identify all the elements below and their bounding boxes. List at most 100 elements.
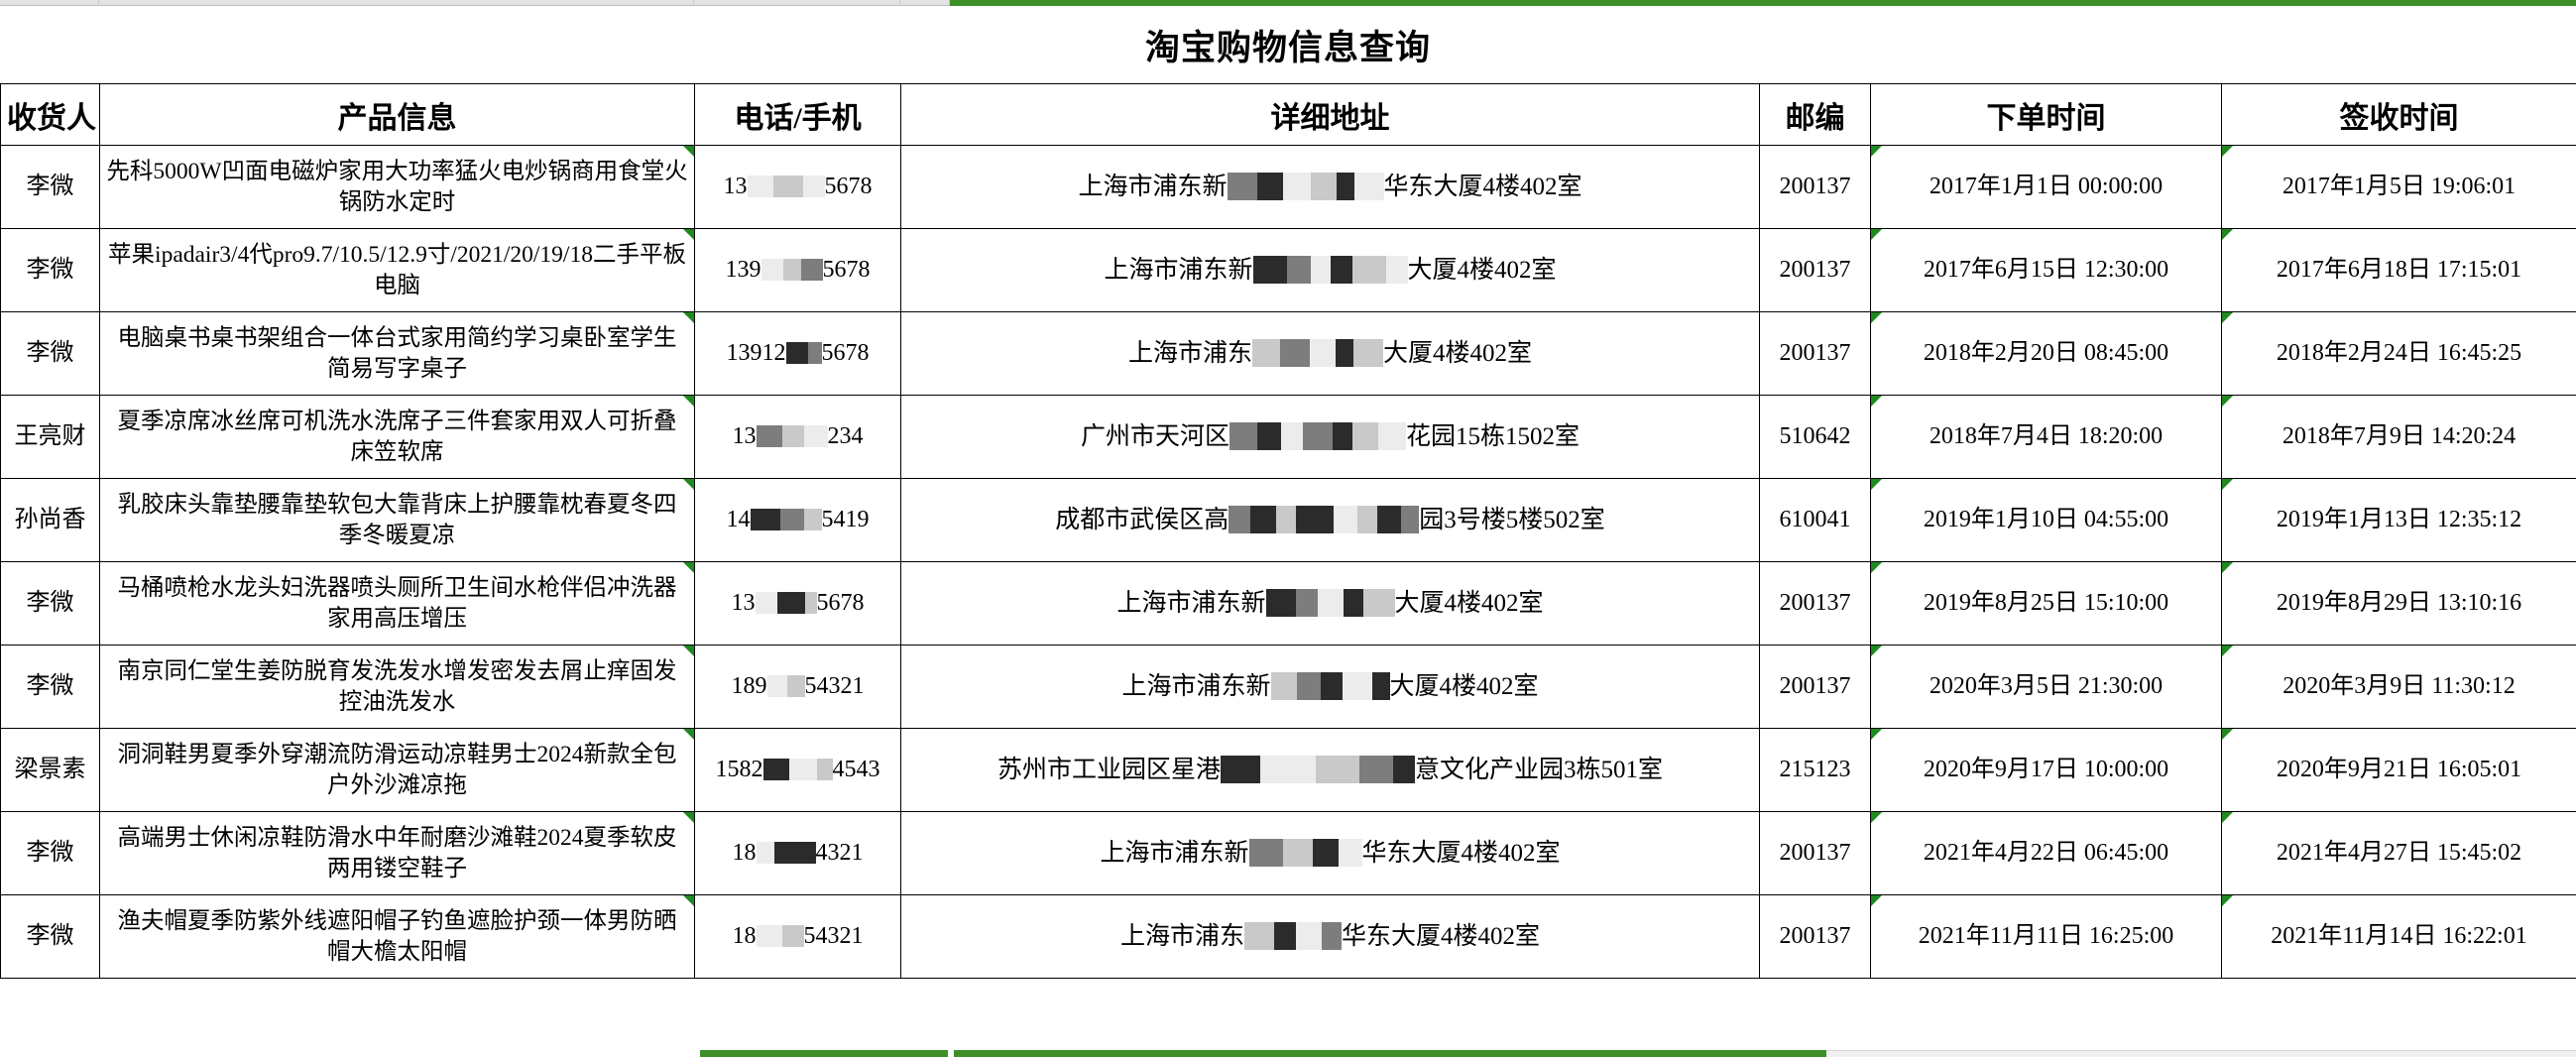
cell-sign-time[interactable]: 2021年4月27日 15:45:02	[2221, 811, 2576, 895]
cell-recipient[interactable]: 李微	[0, 811, 100, 895]
cell-recipient[interactable]: 梁景素	[0, 728, 100, 812]
cell-order-time[interactable]: 2020年3月5日 21:30:00	[1870, 645, 2222, 729]
cell-zip[interactable]: 215123	[1759, 728, 1871, 812]
table-row[interactable]: 李微 马桶喷枪水龙头妇洗器喷头厕所卫生间水枪伴侣冲洗器家用高压增压 13 5678 上海…	[0, 561, 2576, 646]
cell-phone[interactable]: 139 5678	[694, 228, 901, 312]
redacted-block	[1248, 838, 1283, 867]
table-row[interactable]: 梁景素 洞洞鞋男夏季外穿潮流防滑运动凉鞋男士2024新款全包户外沙滩凉拖 1582 4…	[0, 728, 2576, 812]
redacted-block	[1333, 421, 1352, 450]
cell-product-info[interactable]: 马桶喷枪水龙头妇洗器喷头厕所卫生间水枪伴侣冲洗器家用高压增压	[99, 561, 695, 646]
cell-sign-time[interactable]: 2020年3月9日 11:30:12	[2221, 645, 2576, 729]
cell-phone[interactable]: 13912 5678	[694, 311, 901, 396]
cell-address[interactable]: 上海市浦东新 华东大厦4楼402室	[900, 145, 1760, 229]
cell-order-time[interactable]: 2021年11月11日 16:25:00	[1870, 894, 2222, 979]
col-head-recipient[interactable]: 收货人	[0, 83, 100, 146]
cell-address[interactable]: 成都市武侯区高 园3号楼5楼502室	[900, 478, 1760, 562]
table-row[interactable]: 李微 渔夫帽夏季防紫外线遮阳帽子钓鱼遮脸护颈一体男防晒帽大檐太阳帽 18 54321 上…	[0, 894, 2576, 979]
cell-address[interactable]: 上海市浦东 华东大厦4楼402室	[900, 894, 1760, 979]
col-head-product[interactable]: 产品信息	[99, 83, 695, 146]
bottom-pad-right	[1826, 1050, 2576, 1057]
cell-sign-time[interactable]: 2019年1月13日 12:35:12	[2221, 478, 2576, 562]
cell-sign-time[interactable]: 2017年1月5日 19:06:01	[2221, 145, 2576, 229]
cell-product-info[interactable]: 高端男士休闲凉鞋防滑水中年耐磨沙滩鞋2024夏季软皮两用镂空鞋子	[99, 811, 695, 895]
cell-order-time[interactable]: 2021年4月22日 06:45:00	[1870, 811, 2222, 895]
cell-recipient[interactable]: 李微	[0, 645, 100, 729]
cell-product-info[interactable]: 南京同仁堂生姜防脱育发洗发水增发密发去屑止痒固发控油洗发水	[99, 645, 695, 729]
cell-sign-time[interactable]: 2017年6月18日 17:15:01	[2221, 228, 2576, 312]
cell-order-time[interactable]: 2017年6月15日 12:30:00	[1870, 228, 2222, 312]
cell-address[interactable]: 上海市浦东新 大厦4楼402室	[900, 645, 1760, 729]
cell-order-time[interactable]: 2020年9月17日 10:00:00	[1870, 728, 2222, 812]
col-head-address[interactable]: 详细地址	[900, 83, 1760, 146]
col-header-a[interactable]	[0, 0, 99, 6]
cell-address[interactable]: 上海市浦东新 大厦4楼402室	[900, 228, 1760, 312]
cell-zip[interactable]: 610041	[1759, 478, 1871, 562]
table-row[interactable]: 孙尚香 乳胶床头靠垫腰靠垫软包大靠背床上护腰靠枕春夏冬四季冬暖夏凉 14 5419 成都…	[0, 478, 2576, 562]
cell-order-time[interactable]: 2018年2月20日 08:45:00	[1870, 311, 2222, 396]
redacted-block	[1270, 671, 1297, 700]
phone-value: 13 234	[733, 421, 864, 452]
cell-phone[interactable]: 18 4321	[694, 811, 901, 895]
cell-zip[interactable]: 200137	[1759, 228, 1871, 312]
cell-phone[interactable]: 13 234	[694, 395, 901, 479]
cell-product-info[interactable]: 渔夫帽夏季防紫外线遮阳帽子钓鱼遮脸护颈一体男防晒帽大檐太阳帽	[99, 894, 695, 979]
cell-recipient[interactable]: 王亮财	[0, 395, 100, 479]
cell-order-time[interactable]: 2019年8月25日 15:10:00	[1870, 561, 2222, 646]
cell-address[interactable]: 广州市天河区 花园15栋1502室	[900, 395, 1760, 479]
cell-address[interactable]: 苏州市工业园区星港 意文化产业园3栋501室	[900, 728, 1760, 812]
cell-product-info[interactable]: 乳胶床头靠垫腰靠垫软包大靠背床上护腰靠枕春夏冬四季冬暖夏凉	[99, 478, 695, 562]
cell-recipient[interactable]: 李微	[0, 894, 100, 979]
cell-recipient[interactable]: 李微	[0, 145, 100, 229]
cell-recipient[interactable]: 李微	[0, 228, 100, 312]
cell-sign-time[interactable]: 2018年2月24日 16:45:25	[2221, 311, 2576, 396]
cell-recipient[interactable]: 李微	[0, 561, 100, 646]
cell-zip[interactable]: 200137	[1759, 645, 1871, 729]
cell-order-time[interactable]: 2019年1月10日 04:55:00	[1870, 478, 2222, 562]
cell-address[interactable]: 上海市浦东新 华东大厦4楼402室	[900, 811, 1760, 895]
cell-recipient[interactable]: 李微	[0, 311, 100, 396]
table-row[interactable]: 李微 电脑桌书桌书架组合一体台式家用简约学习桌卧室学生简易写字桌子 13912 567…	[0, 311, 2576, 396]
cell-product-info[interactable]: 夏季凉席冰丝席可机洗水洗席子三件套家用双人可折叠床笠软席	[99, 395, 695, 479]
cell-phone[interactable]: 14 5419	[694, 478, 901, 562]
cell-phone[interactable]: 13 5678	[694, 561, 901, 646]
cell-zip[interactable]: 200137	[1759, 894, 1871, 979]
cell-order-time[interactable]: 2018年7月4日 18:20:00	[1870, 395, 2222, 479]
cell-recipient[interactable]: 孙尚香	[0, 478, 100, 562]
column-header-strip	[0, 0, 2576, 6]
col-head-sign-time[interactable]: 签收时间	[2221, 83, 2576, 146]
table-row[interactable]: 李微 先科5000W凹面电磁炉家用大功率猛火电炒锅商用食堂火锅防水定时 13 5678…	[0, 145, 2576, 229]
table-row[interactable]: 李微 高端男士休闲凉鞋防滑水中年耐磨沙滩鞋2024夏季软皮两用镂空鞋子 18 4321…	[0, 811, 2576, 895]
cell-address[interactable]: 上海市浦东 大厦4楼402室	[900, 311, 1760, 396]
cell-address[interactable]: 上海市浦东新 大厦4楼402室	[900, 561, 1760, 646]
cell-zip[interactable]: 200137	[1759, 311, 1871, 396]
cell-phone[interactable]: 18 54321	[694, 894, 901, 979]
cell-phone[interactable]: 189 54321	[694, 645, 901, 729]
selected-column-header[interactable]	[950, 0, 2576, 6]
col-head-order-time[interactable]: 下单时间	[1870, 83, 2222, 146]
col-head-phone[interactable]: 电话/手机	[694, 83, 901, 146]
col-header-b[interactable]	[99, 0, 694, 6]
col-header-d[interactable]	[900, 0, 950, 6]
cell-zip[interactable]: 510642	[1759, 395, 1871, 479]
col-head-zip[interactable]: 邮编	[1759, 83, 1871, 146]
cell-zip[interactable]: 200137	[1759, 561, 1871, 646]
cell-sign-time[interactable]: 2019年8月29日 13:10:16	[2221, 561, 2576, 646]
cell-sign-time[interactable]: 2018年7月9日 14:20:24	[2221, 395, 2576, 479]
table-row[interactable]: 李微 苹果ipadair3/4代pro9.7/10.5/12.9寸/2021/20…	[0, 228, 2576, 312]
col-header-c[interactable]	[694, 0, 900, 6]
cell-sign-time[interactable]: 2020年9月21日 16:05:01	[2221, 728, 2576, 812]
cell-product-info[interactable]: 苹果ipadair3/4代pro9.7/10.5/12.9寸/2021/20/1…	[99, 228, 695, 312]
cell-order-time[interactable]: 2017年1月1日 00:00:00	[1870, 145, 2222, 229]
cell-zip[interactable]: 200137	[1759, 811, 1871, 895]
address-value: 上海市浦东新 华东大厦4楼402室	[1078, 172, 1582, 203]
cell-sign-time[interactable]: 2021年11月14日 16:22:01	[2221, 894, 2576, 979]
cell-product-info[interactable]: 洞洞鞋男夏季外穿潮流防滑运动凉鞋男士2024新款全包户外沙滩凉拖	[99, 728, 695, 812]
cell-phone[interactable]: 1582 4543	[694, 728, 901, 812]
redacted-block	[1252, 338, 1280, 367]
cell-product-info[interactable]: 先科5000W凹面电磁炉家用大功率猛火电炒锅商用食堂火锅防水定时	[99, 145, 695, 229]
cell-product-info[interactable]: 电脑桌书桌书架组合一体台式家用简约学习桌卧室学生简易写字桌子	[99, 311, 695, 396]
table-row[interactable]: 李微 南京同仁堂生姜防脱育发洗发水增发密发去屑止痒固发控油洗发水 189 54321 上…	[0, 645, 2576, 729]
cell-phone[interactable]: 13 5678	[694, 145, 901, 229]
table-row[interactable]: 王亮财 夏季凉席冰丝席可机洗水洗席子三件套家用双人可折叠床笠软席 13 234 广州市天…	[0, 395, 2576, 479]
cell-zip[interactable]: 200137	[1759, 145, 1871, 229]
